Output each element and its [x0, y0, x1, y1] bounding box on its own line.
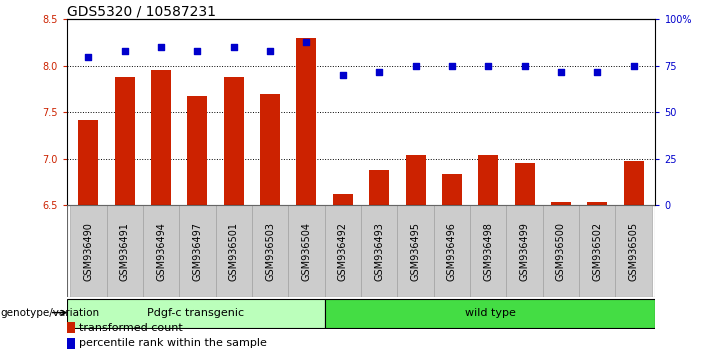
Bar [587, 201, 607, 205]
Bar [297, 38, 316, 205]
Text: GDS5320 / 10587231: GDS5320 / 10587231 [67, 4, 216, 18]
Bar [442, 174, 462, 205]
Point [555, 69, 566, 74]
Bar [325, 299, 655, 328]
Text: GSM936491: GSM936491 [120, 222, 130, 281]
Bar [224, 77, 244, 205]
Text: wild type: wild type [465, 308, 515, 318]
Bar [615, 205, 652, 297]
Bar [151, 70, 171, 205]
Text: GSM936496: GSM936496 [447, 222, 457, 281]
Point [119, 48, 130, 54]
Point [410, 63, 421, 69]
Point [447, 63, 458, 69]
Point [156, 45, 167, 50]
Bar [361, 205, 397, 297]
Bar [70, 205, 107, 297]
Text: GSM936497: GSM936497 [193, 222, 203, 281]
Bar [624, 161, 644, 205]
Point [83, 54, 94, 59]
Bar [478, 155, 498, 205]
Point [592, 69, 603, 74]
Text: percentile rank within the sample: percentile rank within the sample [79, 338, 267, 348]
Bar [67, 322, 76, 333]
Point [628, 63, 639, 69]
Bar [179, 205, 216, 297]
Text: genotype/variation: genotype/variation [0, 308, 99, 318]
Point [374, 69, 385, 74]
Text: GSM936505: GSM936505 [629, 222, 639, 281]
Text: GSM936499: GSM936499 [519, 222, 529, 281]
Bar [79, 120, 98, 205]
Bar [406, 155, 426, 205]
Bar [369, 170, 389, 205]
Text: GSM936504: GSM936504 [301, 222, 311, 281]
Text: GSM936495: GSM936495 [411, 222, 421, 281]
Text: GSM936494: GSM936494 [156, 222, 166, 281]
Text: Pdgf-c transgenic: Pdgf-c transgenic [147, 308, 244, 318]
Bar [470, 205, 506, 297]
Point [301, 39, 312, 45]
Text: GSM936498: GSM936498 [483, 222, 494, 281]
Bar [288, 205, 325, 297]
Bar [260, 94, 280, 205]
Bar [434, 205, 470, 297]
Text: GSM936500: GSM936500 [556, 222, 566, 281]
Bar [67, 338, 76, 349]
Point [337, 73, 348, 78]
Text: GSM936492: GSM936492 [338, 222, 348, 281]
Bar [143, 205, 179, 297]
Bar [551, 201, 571, 205]
Text: GSM936503: GSM936503 [265, 222, 275, 281]
Bar [187, 96, 207, 205]
Bar [115, 77, 135, 205]
Bar [67, 299, 325, 328]
Bar [506, 205, 543, 297]
Bar [252, 205, 288, 297]
Point [264, 48, 275, 54]
Point [482, 63, 494, 69]
Bar [397, 205, 434, 297]
Bar [325, 205, 361, 297]
Bar [216, 205, 252, 297]
Bar [107, 205, 143, 297]
Point [519, 63, 530, 69]
Text: GSM936493: GSM936493 [374, 222, 384, 281]
Bar [543, 205, 579, 297]
Bar [333, 194, 353, 205]
Text: GSM936501: GSM936501 [229, 222, 239, 281]
Text: transformed count: transformed count [79, 322, 183, 332]
Point [229, 45, 240, 50]
Text: GSM936490: GSM936490 [83, 222, 93, 281]
Text: GSM936502: GSM936502 [592, 222, 602, 281]
Point [192, 48, 203, 54]
Bar [515, 162, 535, 205]
Bar [579, 205, 615, 297]
